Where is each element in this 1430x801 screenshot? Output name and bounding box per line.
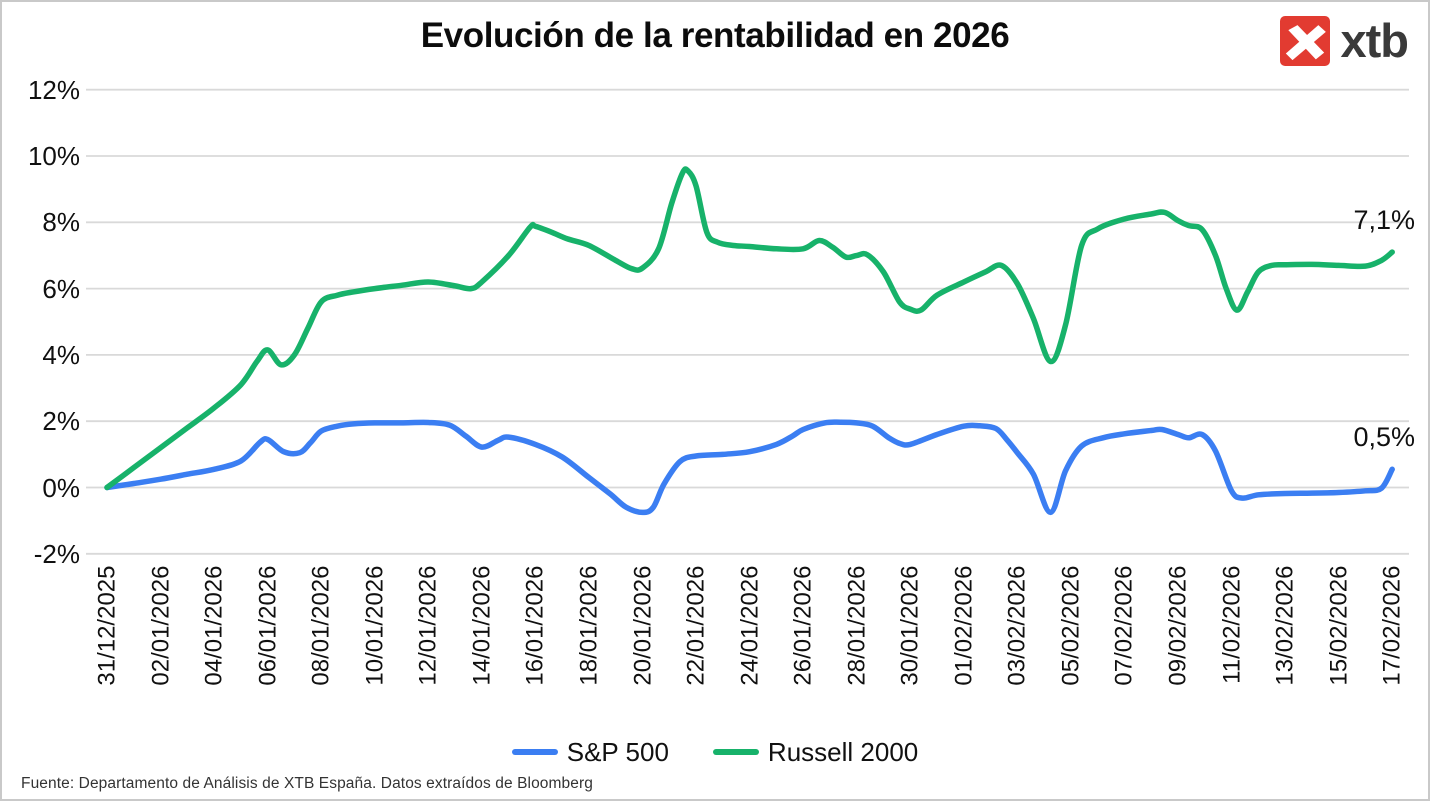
legend-label: S&P 500 — [566, 737, 669, 767]
legend-swatch — [511, 749, 558, 755]
x-tick-label: 22/01/2026 — [682, 565, 710, 686]
y-tick-label: 6% — [42, 273, 80, 304]
legend-item-s-p-500: S&P 500 — [511, 737, 669, 767]
source-note: Fuente: Departamento de Análisis de XTB … — [21, 775, 593, 792]
end-value-label-russell-2000: 7,1% — [1353, 205, 1415, 236]
legend-label: Russell 2000 — [767, 737, 919, 767]
x-tick-label: 26/01/2026 — [789, 565, 817, 686]
x-tick-label: 10/01/2026 — [361, 565, 389, 686]
y-tick-label: 10% — [27, 141, 80, 171]
legend-swatch — [712, 749, 759, 755]
x-tick-label: 01/02/2026 — [950, 565, 978, 686]
x-tick-label: 08/01/2026 — [307, 565, 335, 686]
x-tick-label: 03/02/2026 — [1003, 565, 1031, 686]
x-tick-label: 11/02/2026 — [1218, 565, 1246, 684]
legend-item-russell-2000: Russell 2000 — [712, 737, 919, 767]
xtb-logo-icon — [1279, 16, 1330, 66]
chart-title: Evolución de la rentabilidad en 2026 — [420, 16, 1010, 55]
x-tick-label: 06/01/2026 — [254, 565, 282, 686]
x-tick-label: 02/01/2026 — [147, 565, 175, 686]
xtb-logo-text: xtb — [1340, 14, 1409, 67]
chart-legend: S&P 500 Russell 2000 — [2, 737, 1428, 767]
series-line-russell-2000 — [104, 166, 1395, 491]
x-tick-label: 17/02/2026 — [1378, 565, 1406, 686]
x-tick-label: 31/12/2025 — [93, 565, 121, 686]
xtb-logo: xtb — [1279, 14, 1409, 67]
end-value-label-s-p-500: 0,5% — [1353, 422, 1415, 453]
y-tick-label: 2% — [42, 406, 80, 437]
x-tick-label: 09/02/2026 — [1164, 565, 1192, 686]
y-tick-label: 8% — [42, 207, 80, 238]
x-tick-label: 30/01/2026 — [896, 565, 924, 686]
x-tick-label: 04/01/2026 — [200, 565, 228, 686]
x-tick-label: 16/01/2026 — [521, 565, 549, 686]
y-tick-label: -2% — [33, 538, 80, 569]
x-tick-label: 14/01/2026 — [468, 565, 496, 686]
x-tick-label: 05/02/2026 — [1057, 565, 1085, 686]
x-tick-label: 15/02/2026 — [1325, 565, 1353, 686]
y-tick-label: 0% — [42, 472, 80, 503]
y-tick-label: 4% — [42, 339, 80, 370]
x-tick-label: 24/01/2026 — [736, 565, 764, 686]
series-line-s-p-500 — [104, 419, 1395, 516]
x-tick-label: 13/02/2026 — [1271, 565, 1299, 686]
x-tick-label: 07/02/2026 — [1110, 565, 1138, 686]
x-tick-label: 20/01/2026 — [629, 565, 656, 686]
x-tick-label: 18/01/2026 — [575, 565, 603, 686]
x-tick-label: 28/01/2026 — [843, 565, 871, 686]
x-tick-label: 12/01/2026 — [414, 565, 442, 686]
y-tick-label: 12% — [27, 74, 80, 105]
